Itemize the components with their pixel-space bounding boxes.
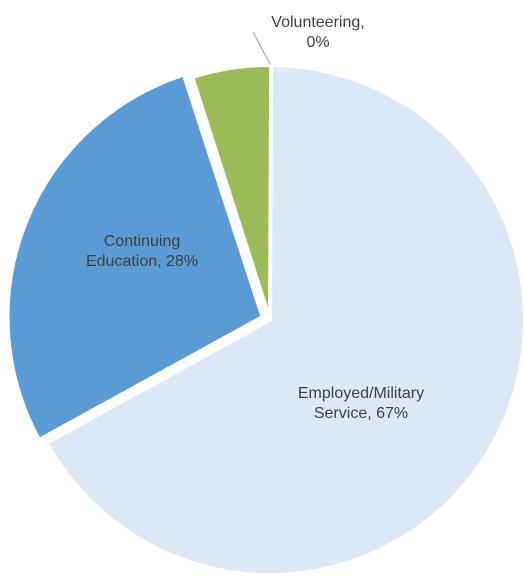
leader-line-volunteering bbox=[252, 31, 271, 65]
pie-slices bbox=[5, 62, 524, 577]
leader-lines bbox=[252, 31, 271, 65]
data-labels: Employed/Military Service, 67% Continuing E… bbox=[86, 14, 424, 422]
data-label-employed-military-service: Employed/Military Service, 67% bbox=[298, 385, 424, 422]
pie-slice-unlabeled bbox=[189, 63, 274, 321]
data-label-volunteering: Volunteering, 0% bbox=[271, 14, 364, 51]
pie-slice-continuing-education bbox=[5, 72, 265, 443]
data-label-continuing-education: Continuing Education, 28% bbox=[86, 233, 198, 270]
pie-slice-employed-military-service bbox=[43, 62, 524, 577]
